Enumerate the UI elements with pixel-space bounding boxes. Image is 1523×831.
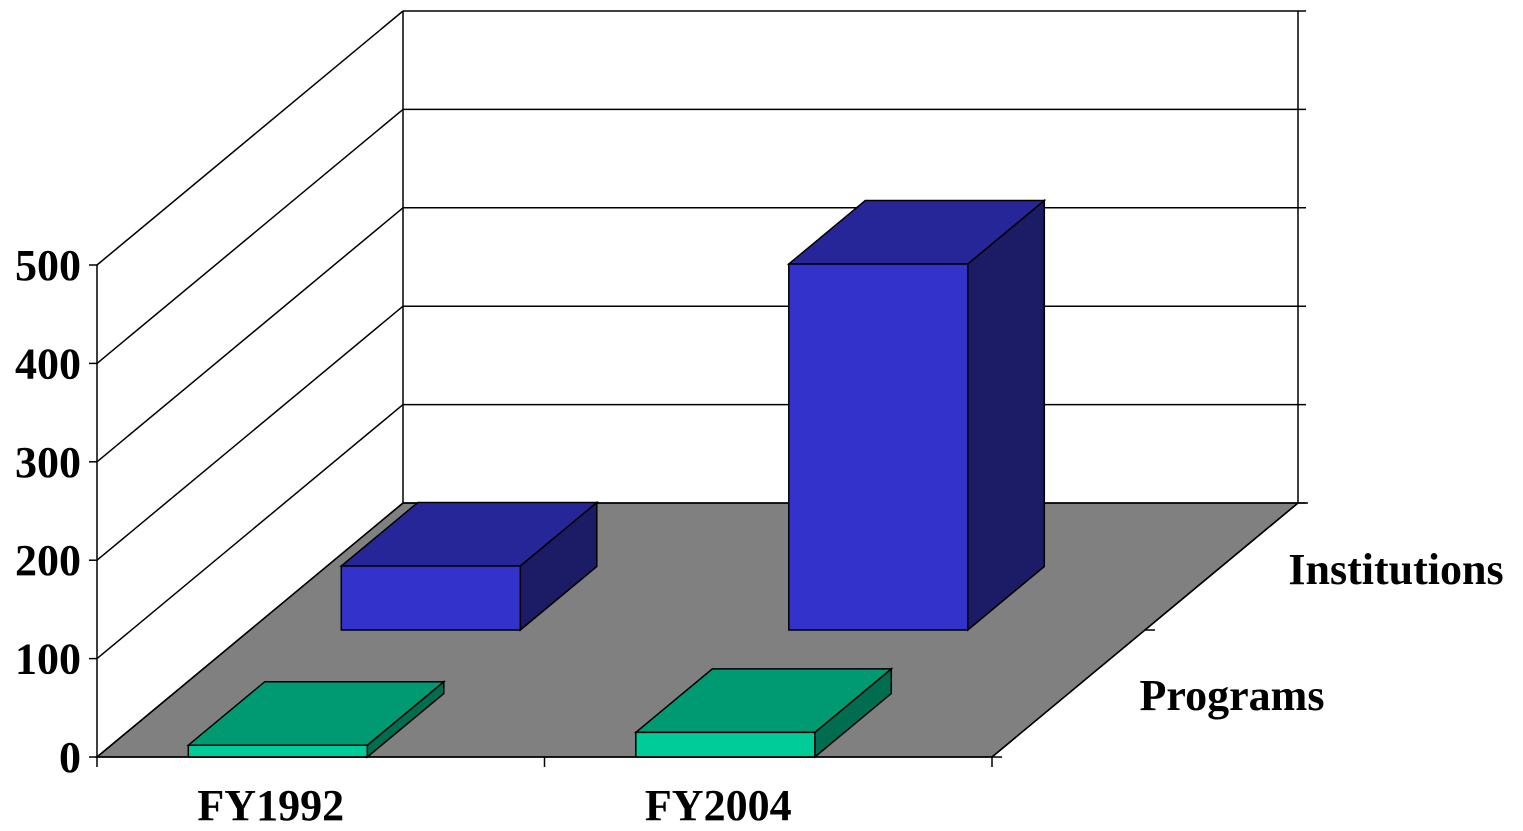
y-tick-label: 0	[59, 733, 81, 782]
bar-front-face	[187, 744, 369, 758]
chart-labels: 0 100 200 300 400 500 FY1992 FY2004 Programs Inst…	[15, 241, 1504, 830]
side-wall-gridline	[96, 108, 404, 364]
y-tick-label: 400	[15, 339, 81, 388]
bar-front-face	[340, 565, 522, 631]
side-wall-gridline	[96, 305, 404, 561]
bar-side-face	[967, 198, 1046, 632]
chart-walls	[94, 10, 1306, 758]
x-tick-label: FY1992	[197, 781, 344, 830]
x-tick-label: FY2004	[645, 781, 792, 830]
side-wall-gridline	[96, 502, 404, 758]
y-tick-label: 100	[15, 635, 81, 684]
bar-institutions-fy2004	[786, 198, 1047, 632]
side-wall-gridline	[96, 207, 404, 463]
chart-bars	[186, 198, 1047, 759]
y-tick-label: 500	[15, 241, 81, 290]
side-wall-gridline	[96, 10, 404, 266]
side-wall-gridline	[96, 404, 404, 660]
y-tick-label: 200	[15, 536, 81, 585]
series-axis-label: Programs	[1140, 671, 1325, 720]
bar-front-face	[635, 731, 816, 758]
bar-institutions-fy1992	[339, 500, 599, 632]
chart-axes	[89, 264, 1308, 767]
bar-programs-fy2004	[633, 667, 894, 759]
y-tick-label: 300	[15, 438, 81, 487]
bar-programs-fy1992	[186, 680, 446, 759]
series-axis-label: Institutions	[1288, 545, 1503, 594]
bar-front-face	[788, 263, 969, 631]
